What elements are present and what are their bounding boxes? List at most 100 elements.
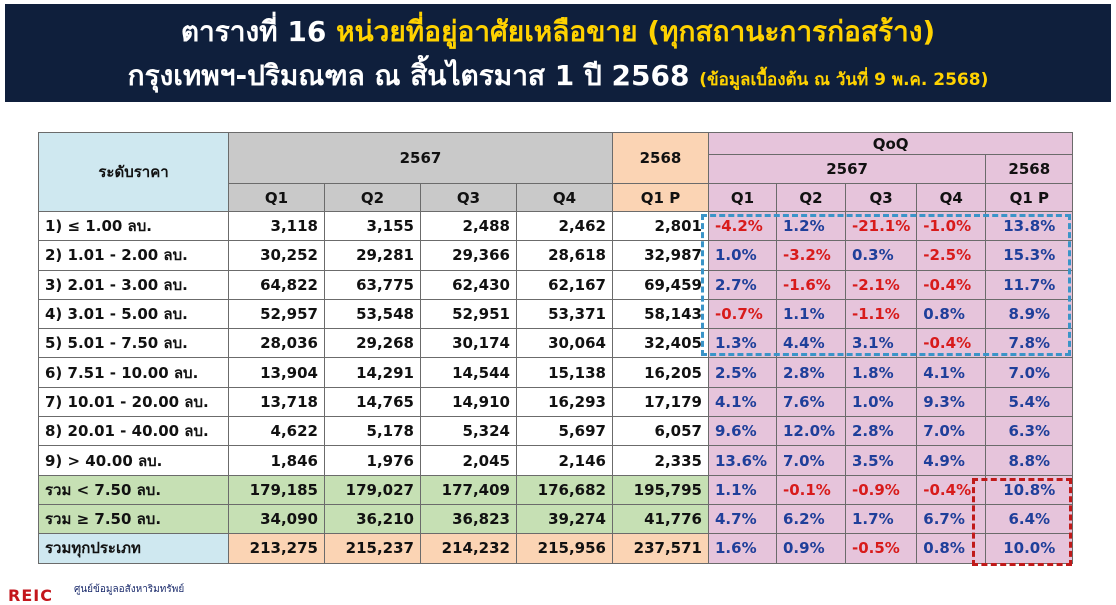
table-row: 9) > 40.00 ลบ. 1,846 1,976 2,045 2,146 2,335 1… [38, 445, 1074, 476]
unit-value: 1,846 [228, 445, 325, 476]
qoq-change: -2.5% [916, 240, 987, 271]
qoq-change: 1.1% [708, 474, 777, 505]
highlight-box-blue [701, 214, 1071, 356]
unit-value: 34,090 [228, 503, 325, 535]
logo-text: ศูนย์ข้อมูลอสังหาริมทรัพย์ [74, 584, 185, 595]
header-qoq-q1: Q1 [708, 183, 777, 212]
unit-value: 52,957 [228, 298, 325, 330]
header-q1p: Q1 P [612, 183, 709, 212]
header-qoq-q4: Q4 [916, 183, 987, 212]
qoq-change: 4.7% [708, 503, 777, 535]
qoq-change: 10.0% [985, 533, 1074, 564]
header-q3: Q3 [420, 183, 517, 212]
qoq-change: 7.6% [776, 386, 846, 418]
preliminary-note: (ข้อมูลเบื้องต้น ณ วันที่ 9 พ.ค. 2568) [699, 70, 989, 90]
qoq-change: -0.5% [844, 533, 918, 564]
unit-value: 62,430 [420, 269, 517, 300]
unit-value: 64,822 [228, 269, 325, 300]
unit-value: 36,823 [420, 503, 517, 535]
total-row: รวม ≥ 7.50 ลบ. 34,090 36,210 36,823 39,274 41… [38, 503, 1074, 535]
unit-value: 53,548 [324, 298, 421, 330]
table-row: 8) 20.01 - 40.00 ลบ. 4,622 5,178 5,324 5,697… [38, 416, 1074, 447]
unit-value: 5,324 [420, 416, 517, 447]
row-label: 5) 5.01 - 7.50 ลบ. [38, 328, 229, 359]
qoq-change: -0.1% [776, 474, 846, 505]
unit-value: 53,371 [516, 298, 613, 330]
header-qoq-2568: 2568 [985, 154, 1074, 184]
unit-value: 14,291 [324, 357, 421, 388]
unit-value: 32,987 [612, 240, 709, 271]
header-year-2567: 2567 [228, 132, 613, 184]
unit-value: 28,036 [228, 328, 325, 359]
unit-value: 28,618 [516, 240, 613, 271]
row-label: รวม < 7.50 ลบ. [38, 474, 229, 505]
qoq-change: 6.2% [776, 503, 846, 535]
qoq-change: 4.1% [708, 386, 777, 418]
unit-value: 177,409 [420, 474, 517, 505]
row-label: 7) 10.01 - 20.00 ลบ. [38, 386, 229, 418]
qoq-change: -1.6% [776, 269, 846, 300]
qoq-change: 0.8% [916, 298, 987, 330]
unit-value: 62,167 [516, 269, 613, 300]
row-label: 1) ≤ 1.00 ลบ. [38, 210, 229, 242]
unit-value: 15,138 [516, 357, 613, 388]
unit-value: 14,765 [324, 386, 421, 418]
unit-value: 36,210 [324, 503, 421, 535]
table-row: 2) 1.01 - 2.00 ลบ. 30,252 29,281 29,366 28,6… [38, 240, 1074, 271]
unit-value: 30,174 [420, 328, 517, 359]
header-qoq-q1p: Q1 P [985, 183, 1074, 212]
qoq-change: 8.9% [985, 298, 1074, 330]
unit-value: 176,682 [516, 474, 613, 505]
qoq-change: 12.0% [776, 416, 846, 447]
qoq-change: 4.9% [916, 445, 987, 476]
unit-value: 14,910 [420, 386, 517, 418]
title-banner: ตารางที่ 16 หน่วยที่อยู่อาศัยเหลือขาย (ท… [5, 4, 1111, 102]
unit-value: 1,976 [324, 445, 421, 476]
header-qoq-2567: 2567 [707, 154, 987, 184]
table-row: 6) 7.51 - 10.00 ลบ. 13,904 14,291 14,544 15,… [38, 357, 1074, 388]
header-qoq-q2: Q2 [776, 183, 846, 212]
unit-value: 2,488 [420, 210, 517, 242]
table-row: 5) 5.01 - 7.50 ลบ. 28,036 29,268 30,174 30,0… [38, 328, 1074, 359]
header-q4: Q4 [516, 183, 613, 212]
qoq-change: 7.0% [776, 445, 846, 476]
qoq-change: 1.0% [708, 240, 777, 271]
row-label: รวม ≥ 7.50 ลบ. [38, 503, 229, 535]
unit-value: 215,237 [324, 533, 421, 564]
title-line-1: ตารางที่ 16 หน่วยที่อยู่อาศัยเหลือขาย (ท… [5, 14, 1111, 50]
unit-value: 214,232 [420, 533, 517, 564]
logo-mark: REIC [8, 586, 53, 605]
qoq-change: 1.1% [776, 298, 846, 330]
header-price-level: ระดับราคา [38, 132, 229, 212]
qoq-change: 2.8% [844, 416, 918, 447]
table-subject: หน่วยที่อยู่อาศัยเหลือขาย (ทุกสถานะการก่… [336, 15, 936, 48]
qoq-change: -0.4% [916, 269, 987, 300]
qoq-change: -1.1% [844, 298, 918, 330]
unit-value: 195,795 [612, 474, 709, 505]
row-label: 4) 3.01 - 5.00 ลบ. [38, 298, 229, 330]
qoq-change: -3.2% [776, 240, 846, 271]
unit-value: 3,155 [324, 210, 421, 242]
table-row: 4) 3.01 - 5.00 ลบ. 52,957 53,548 52,951 53,3… [38, 298, 1074, 330]
unit-value: 2,462 [516, 210, 613, 242]
qoq-change: 7.0% [985, 357, 1074, 388]
unit-value: 2,146 [516, 445, 613, 476]
unit-value: 5,178 [324, 416, 421, 447]
unit-value: 237,571 [612, 533, 709, 564]
unit-value: 17,179 [612, 386, 709, 418]
qoq-change: 11.7% [985, 269, 1074, 300]
qoq-change: 15.3% [985, 240, 1074, 271]
unsold-units-table: ระดับราคา 2567 2568 QoQ 2567 2568 Q1 Q2 … [38, 132, 1074, 564]
unit-value: 69,459 [612, 269, 709, 300]
total-row: รวมทุกประเภท 213,275 215,237 214,232 215,956… [38, 533, 1074, 564]
row-label: 9) > 40.00 ลบ. [38, 445, 229, 476]
header-qoq: QoQ [707, 132, 1074, 155]
qoq-change: 1.7% [844, 503, 918, 535]
qoq-change: 2.8% [776, 357, 846, 388]
unit-value: 30,252 [228, 240, 325, 271]
qoq-change: 7.0% [916, 416, 987, 447]
qoq-change: 4.1% [916, 357, 987, 388]
table-row: 7) 10.01 - 20.00 ลบ. 13,718 14,765 14,910 16… [38, 386, 1074, 418]
unit-value: 213,275 [228, 533, 325, 564]
unit-value: 14,544 [420, 357, 517, 388]
